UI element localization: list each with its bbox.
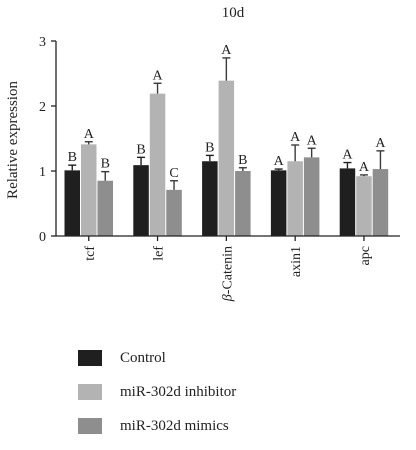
bar [166,189,182,236]
x-tick-label: axin1 [289,246,304,277]
bar [356,176,372,236]
significance-letter: B [101,157,110,172]
significance-letter: A [221,43,232,58]
bar [202,161,218,236]
significance-letter: C [169,166,178,181]
significance-letter: A [342,148,353,163]
x-tick-label: β-Catenin [220,246,235,302]
significance-letter: B [205,140,214,155]
bar [64,170,80,236]
legend-item-mimics: miR-302d mimics [78,416,398,450]
bar [287,161,303,236]
significance-letter: B [238,153,247,168]
y-tick-label: 3 [39,35,46,50]
bar [270,170,287,236]
x-tick-label: apc [358,246,373,265]
legend-item-inhibitor: miR-302d inhibitor [78,382,398,416]
legend-label-control: Control [120,350,166,366]
y-tick-label: 1 [39,165,46,180]
significance-letter: A [84,127,95,142]
y-axis-label: Relative expression [5,81,21,199]
bar [133,165,149,236]
y-tick-label: 2 [39,100,46,115]
legend-label-inhibitor: miR-302d inhibitor [120,384,237,400]
bar [303,157,320,236]
bar [149,93,166,237]
significance-letter: A [359,160,370,175]
x-tick-label: lef [152,246,167,261]
legend-swatch-control [78,350,102,366]
legend-swatch-inhibitor [78,384,102,400]
x-tick-label: tcf [83,246,98,261]
chart-legend: Control miR-302d inhibitor miR-302d mimi… [78,348,398,450]
significance-letter: B [68,150,77,165]
significance-letter: A [290,130,301,145]
significance-letter: A [307,133,318,148]
y-tick-label: 0 [39,230,46,245]
legend-item-control: Control [78,348,398,382]
significance-letter: A [274,154,285,169]
legend-label-mimics: miR-302d mimics [120,418,229,434]
bar [97,180,113,236]
bar [372,169,389,236]
bar [235,171,251,236]
significance-letter: A [375,136,386,151]
chart-title: 10d [222,5,245,21]
bar [339,168,356,236]
legend-swatch-mimics [78,418,102,434]
significance-letter: A [152,68,163,83]
bar [81,144,97,236]
significance-letter: B [136,142,145,157]
bar [218,80,235,237]
